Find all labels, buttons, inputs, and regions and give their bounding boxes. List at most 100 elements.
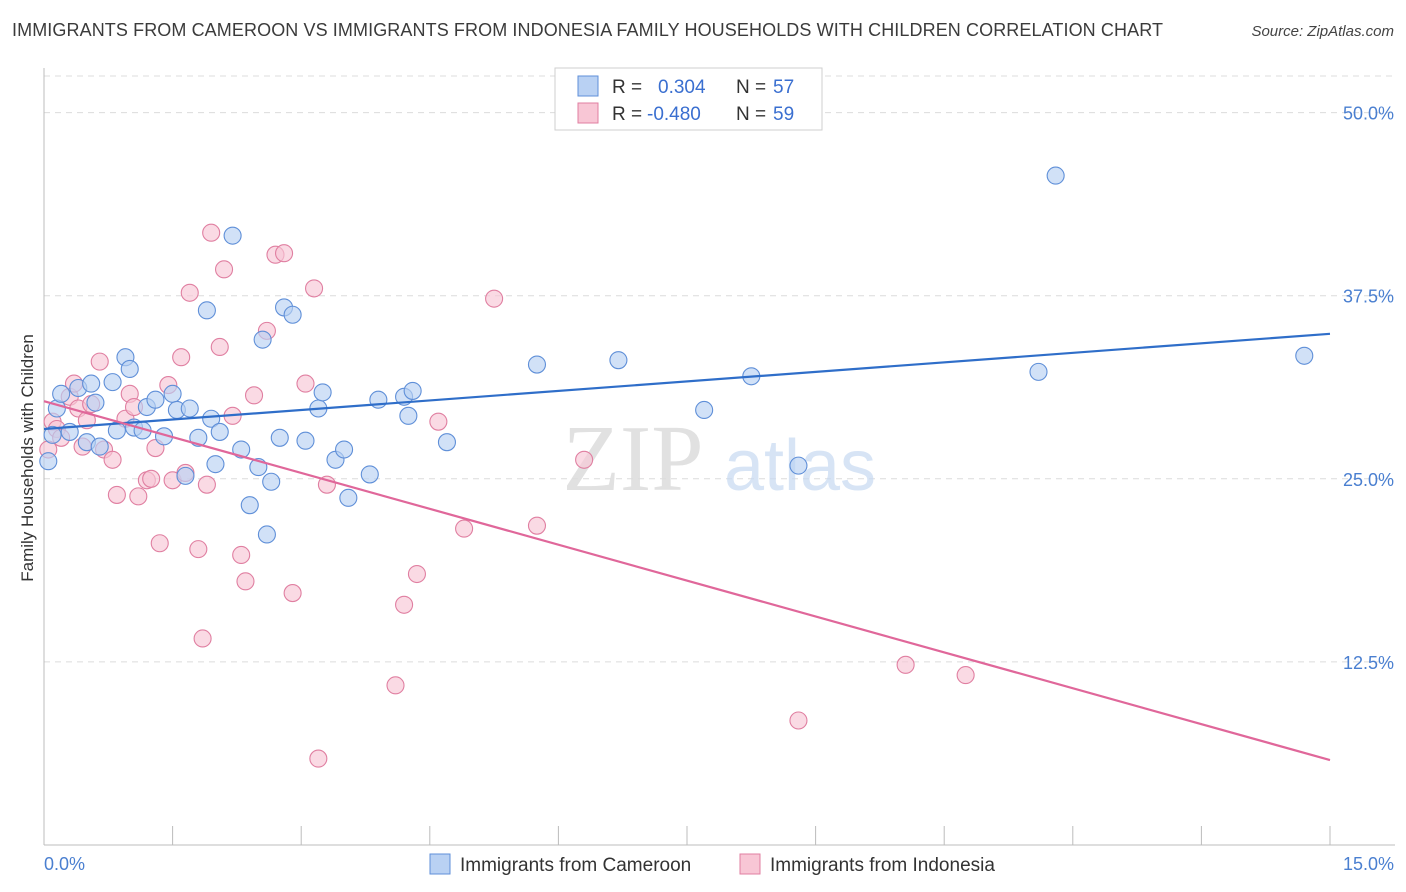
scatter-point: [455, 519, 474, 538]
legend-n-label-indonesia: N =: [736, 104, 766, 125]
y-tick-label: 25.0%: [1343, 470, 1394, 490]
scatter-point: [296, 374, 315, 393]
scatter-point: [437, 433, 456, 452]
scatter-point: [609, 351, 628, 370]
scatter-point: [296, 431, 315, 450]
scatter-point: [305, 279, 324, 298]
scatter-point: [1046, 166, 1065, 185]
scatter-point: [283, 584, 302, 603]
legend-box: [554, 67, 823, 131]
scatter-point: [202, 409, 221, 428]
legend-r-value-cameroon: 0.304: [658, 77, 706, 98]
source-label: Source: ZipAtlas.com: [1251, 23, 1394, 40]
scatter-point: [1295, 346, 1314, 365]
scatter-point: [313, 383, 332, 402]
y-tick-labels: 12.5% 25.0% 37.5% 50.0%: [1343, 104, 1394, 673]
scatter-point: [240, 496, 259, 515]
scatter-point: [395, 595, 414, 614]
scatter-point: [103, 450, 122, 469]
scatter-point: [189, 540, 208, 559]
scatter-point: [206, 455, 225, 474]
y-tick-label: 50.0%: [1343, 104, 1394, 124]
x-ticks: [172, 826, 1331, 845]
legend-r-label-cameroon: R =: [612, 77, 642, 98]
scatter-point: [270, 428, 289, 447]
scatter-point: [214, 260, 234, 279]
scatter-point: [90, 437, 109, 456]
y-tick-label: 12.5%: [1343, 653, 1394, 673]
scatter-point: [232, 440, 251, 459]
scatter-point: [193, 629, 212, 648]
scatter-point: [429, 412, 448, 431]
scatter-point: [39, 452, 58, 471]
legend-r-value-indonesia: -0.480: [647, 104, 701, 125]
legend-swatch-indonesia: [577, 102, 599, 124]
scatter-point: [210, 422, 229, 441]
scatter-point: [275, 244, 294, 263]
scatter-point: [180, 283, 199, 302]
scatter-point: [309, 749, 328, 768]
top-legend: R = 0.304 N = 57 R = -0.480 N = 59: [554, 67, 823, 131]
scatter-point: [956, 666, 975, 685]
legend-n-label-cameroon: N =: [736, 77, 766, 98]
scatter-point: [90, 352, 109, 371]
scatter-point: [789, 711, 808, 730]
scatter-point: [575, 450, 594, 469]
scatter-point: [403, 381, 422, 400]
scatter-point: [146, 390, 165, 409]
scatter-point: [485, 289, 504, 308]
scatter-point: [142, 469, 161, 488]
trend-lines: [43, 332, 1331, 762]
scatter-point: [407, 564, 426, 584]
trend-line: [43, 332, 1331, 431]
scatter-point: [896, 655, 915, 674]
bottom-legend-label-indonesia: Immigrants from Indonesia: [770, 855, 995, 876]
scatter-point: [527, 516, 547, 535]
scatter-point: [339, 488, 358, 507]
watermark: ZIP atlas: [563, 407, 877, 511]
scatter-point: [163, 384, 182, 403]
scatter-point: [180, 399, 199, 418]
scatter-point: [202, 223, 221, 242]
scatter-point: [43, 425, 62, 444]
scatter-point: [176, 466, 195, 485]
scatter-point: [257, 525, 276, 544]
legend-swatch-cameroon: [577, 75, 599, 97]
scatter-point: [695, 400, 714, 420]
scatter-point: [789, 456, 808, 475]
scatter-point: [120, 359, 139, 379]
scatter-point: [103, 373, 122, 392]
scatter-point: [283, 305, 302, 324]
scatter-point: [1029, 362, 1048, 381]
scatter-point: [52, 384, 71, 403]
legend-n-value-indonesia: 59: [773, 104, 794, 125]
bottom-legend-label-cameroon: Immigrants from Cameroon: [460, 855, 691, 876]
scatter-point: [172, 348, 191, 367]
scatter-point: [197, 475, 216, 494]
scatter-point: [107, 485, 126, 504]
scatter-point: [262, 472, 281, 491]
x-tick-label-min: 0.0%: [44, 854, 85, 874]
scatter-point: [129, 487, 148, 506]
scatter-point: [236, 572, 255, 591]
scatter-point: [86, 393, 105, 412]
series-cameroon-points: [39, 166, 1314, 544]
scatter-point: [253, 330, 272, 349]
y-tick-label: 37.5%: [1343, 287, 1394, 307]
scatter-point: [386, 676, 405, 695]
scatter-point: [82, 374, 101, 393]
scatter-point: [223, 226, 242, 245]
scatter-point: [360, 465, 379, 484]
scatter-point: [527, 355, 547, 374]
scatter-point: [335, 440, 354, 459]
x-tick-label-max: 15.0%: [1343, 854, 1394, 874]
bottom-legend: Immigrants from Cameroon Immigrants from…: [429, 853, 995, 876]
scatter-point: [244, 386, 264, 405]
chart-title: IMMIGRANTS FROM CAMEROON VS IMMIGRANTS F…: [12, 20, 1164, 40]
legend-n-value-cameroon: 57: [773, 77, 794, 98]
scatter-point: [150, 534, 169, 553]
trend-line: [43, 400, 1331, 762]
legend-r-label-indonesia: R =: [612, 104, 642, 125]
bottom-legend-swatch-cameroon: [429, 853, 451, 875]
